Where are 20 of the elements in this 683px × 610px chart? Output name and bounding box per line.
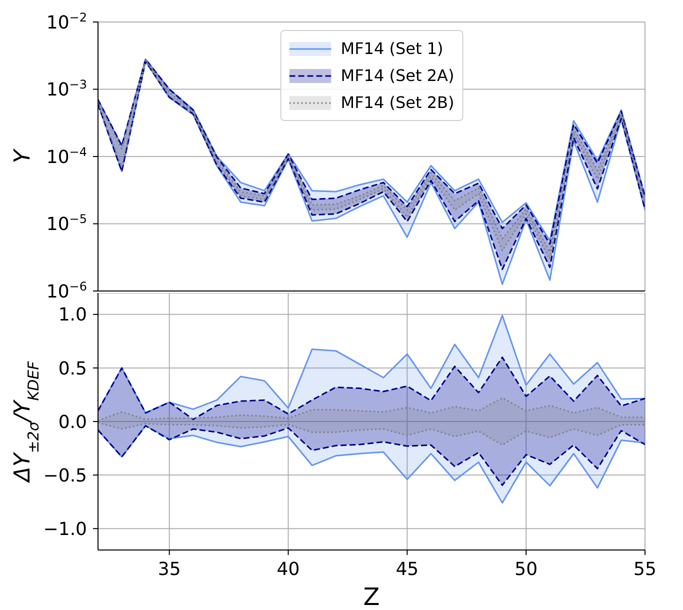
y-tick-label: 1.0 [58,304,87,326]
y-tick-label: 10$^{−2}$ [46,10,87,34]
y-tick-label: 10$^{−6}$ [46,279,87,302]
y-tick-label: −1.0 [43,518,87,540]
x-tick-label: 55 [634,559,656,580]
y-tick-label: 10$^{−5}$ [46,212,87,236]
y-tick-label: 0.0 [58,412,87,433]
x-axis-title: Z [363,583,380,610]
y-tick-label: 10$^{−3}$ [46,78,87,101]
legend-label: MF14 (Set 1) [340,39,444,58]
y-tick-label: 10$^{−4}$ [46,144,87,168]
y-tick-label: −0.5 [43,465,87,486]
x-tick-label: 50 [514,559,538,580]
legend-label: MF14 (Set 2A) [340,66,454,85]
legend-label: MF14 (Set 2B) [340,93,454,112]
x-tick-label: 35 [158,559,181,580]
x-tick-label: 45 [396,559,419,580]
y-tick-label: 0.5 [58,358,87,380]
x-tick-label: 40 [276,559,300,580]
y-axis-title: Y [10,148,36,164]
